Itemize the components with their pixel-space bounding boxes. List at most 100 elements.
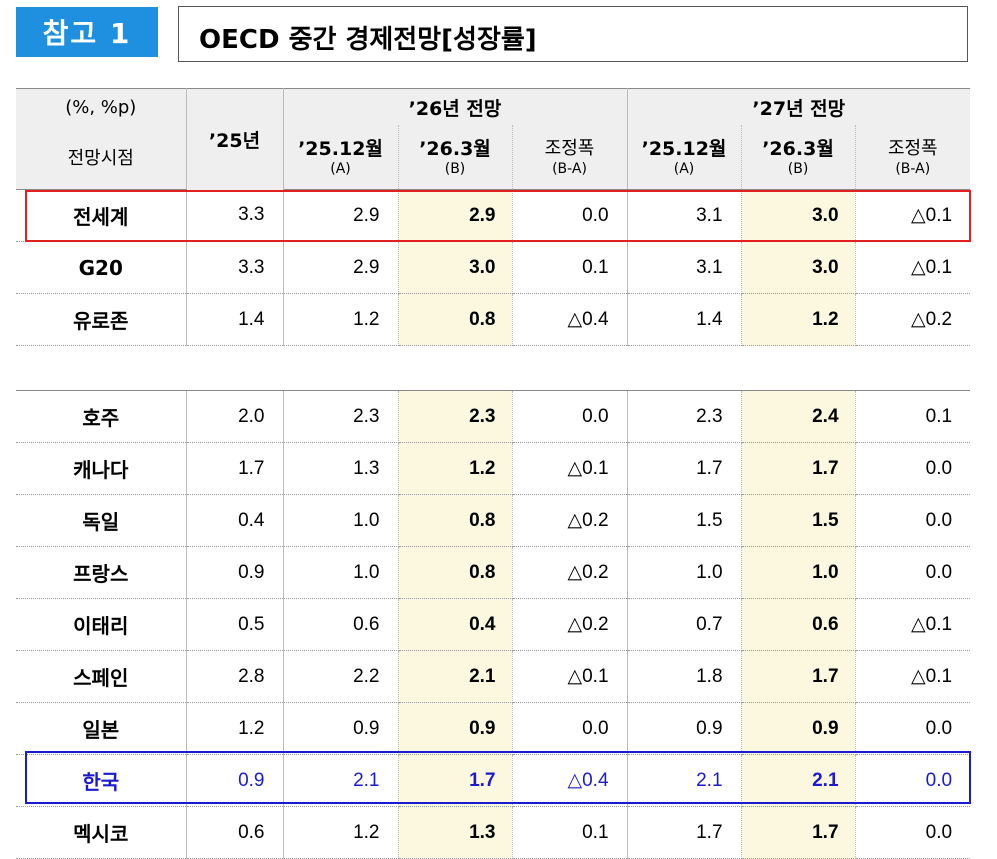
value-2026-adj: △0.2 — [512, 598, 628, 651]
value-2027-curr: 1.2 — [741, 293, 856, 346]
value-2026-prev: 0.9 — [283, 702, 399, 755]
value-2027-adj: △0.1 — [855, 650, 971, 703]
value-2026-prev: 2.9 — [283, 189, 399, 242]
table-row: 캐나다 1.7 1.3 1.2 △0.1 1.7 1.7 0.0 — [16, 442, 971, 495]
value-2025: 0.4 — [186, 494, 284, 547]
value-2026-adj: 0.1 — [512, 241, 628, 294]
value-2027-prev: 1.4 — [627, 293, 742, 346]
value-2027-prev: 1.0 — [627, 546, 742, 599]
value-2027-curr: 1.0 — [741, 546, 856, 599]
value-2027-adj: △0.1 — [855, 598, 971, 651]
value-2027-prev: 1.7 — [627, 442, 742, 495]
value-2025: 1.2 — [186, 702, 284, 755]
value-2027-adj: △0.1 — [855, 189, 971, 242]
value-2026-adj: 0.0 — [512, 390, 628, 443]
value-2025: 2.0 — [186, 390, 284, 443]
curr-2027-header: ’26.3월 (B) — [741, 125, 856, 190]
value-2027-curr: 1.7 — [741, 442, 856, 495]
value-2027-curr: 0.9 — [741, 702, 856, 755]
forecast-2027-header: ’27년 전망 — [627, 88, 971, 125]
value-2025: 1.4 — [186, 293, 284, 346]
value-2027-curr: 2.1 — [741, 754, 856, 807]
value-2027-adj: 0.0 — [855, 754, 971, 807]
value-2027-prev: 2.1 — [627, 754, 742, 807]
value-2027-prev: 1.7 — [627, 806, 742, 859]
value-2026-prev: 1.2 — [283, 806, 399, 859]
forecast-2026-header: ’26년 전망 — [283, 88, 628, 125]
value-2025: 1.7 — [186, 442, 284, 495]
value-2026-curr: 2.9 — [398, 189, 513, 242]
country-name: 독일 — [16, 494, 187, 547]
value-2027-prev: 3.1 — [627, 189, 742, 242]
table-row: 스페인 2.8 2.2 2.1 △0.1 1.8 1.7 △0.1 — [16, 650, 971, 703]
country-name: 멕시코 — [16, 806, 187, 859]
value-2026-adj: △0.2 — [512, 546, 628, 599]
value-2027-curr: 1.7 — [741, 806, 856, 859]
country-name: 프랑스 — [16, 546, 187, 599]
adj-2027-header: 조정폭 (B-A) — [855, 125, 971, 190]
value-2027-prev: 1.8 — [627, 650, 742, 703]
value-2026-prev: 1.0 — [283, 546, 399, 599]
value-2026-curr: 1.7 — [398, 754, 513, 807]
country-name: 이태리 — [16, 598, 187, 651]
value-2025: 0.9 — [186, 754, 284, 807]
value-2025: 0.5 — [186, 598, 284, 651]
value-2026-adj: △0.4 — [512, 754, 628, 807]
value-2027-prev: 1.5 — [627, 494, 742, 547]
value-2026-curr: 0.4 — [398, 598, 513, 651]
value-2026-prev: 1.2 — [283, 293, 399, 346]
page-title: OECD 중간 경제전망[성장률] — [199, 25, 537, 55]
value-2027-adj: 0.0 — [855, 442, 971, 495]
reference-badge: 참고 1 — [16, 7, 158, 57]
value-2026-prev: 1.0 — [283, 494, 399, 547]
country-name: 캐나다 — [16, 442, 187, 495]
value-2026-adj: △0.1 — [512, 442, 628, 495]
table-row: 멕시코 0.6 1.2 1.3 0.1 1.7 1.7 0.0 — [16, 806, 971, 859]
prev-2026-header: ’25.12월 (A) — [283, 125, 399, 190]
value-2027-prev: 2.3 — [627, 390, 742, 443]
value-2027-adj: △0.1 — [855, 241, 971, 294]
value-2027-prev: 0.7 — [627, 598, 742, 651]
country-name: 스페인 — [16, 650, 187, 703]
value-2026-prev: 2.3 — [283, 390, 399, 443]
value-2026-curr: 3.0 — [398, 241, 513, 294]
value-2026-curr: 0.9 — [398, 702, 513, 755]
value-2026-curr: 2.3 — [398, 390, 513, 443]
value-2027-curr: 3.0 — [741, 189, 856, 242]
value-2026-curr: 0.8 — [398, 546, 513, 599]
value-2026-prev: 2.2 — [283, 650, 399, 703]
value-2026-prev: 2.9 — [283, 241, 399, 294]
value-2027-prev: 3.1 — [627, 241, 742, 294]
prev-2027-header: ’25.12월 (A) — [627, 125, 742, 190]
value-2027-adj: △0.2 — [855, 293, 971, 346]
value-2026-adj: 0.0 — [512, 702, 628, 755]
value-2027-adj: 0.0 — [855, 546, 971, 599]
table-row: 일본 1.2 0.9 0.9 0.0 0.9 0.9 0.0 — [16, 702, 971, 755]
value-2027-prev: 0.9 — [627, 702, 742, 755]
country-name: 유로존 — [16, 293, 187, 346]
country-name: 전세계 — [16, 189, 187, 242]
value-2026-prev: 1.3 — [283, 442, 399, 495]
country-name: 한국 — [16, 754, 187, 807]
y25-header: ’25년 — [186, 88, 284, 190]
value-2027-curr: 3.0 — [741, 241, 856, 294]
table-row: 독일 0.4 1.0 0.8 △0.2 1.5 1.5 0.0 — [16, 494, 971, 547]
value-2027-adj: 0.0 — [855, 702, 971, 755]
value-2026-curr: 0.8 — [398, 494, 513, 547]
table-row: 한국 0.9 2.1 1.7 △0.4 2.1 2.1 0.0 — [16, 754, 971, 807]
value-2025: 0.6 — [186, 806, 284, 859]
value-2027-adj: 0.0 — [855, 494, 971, 547]
value-2026-adj: △0.4 — [512, 293, 628, 346]
value-2026-curr: 1.3 — [398, 806, 513, 859]
table-row: 유로존 1.4 1.2 0.8 △0.4 1.4 1.2 △0.2 — [16, 293, 971, 346]
value-2025: 2.8 — [186, 650, 284, 703]
value-2027-curr: 2.4 — [741, 390, 856, 443]
value-2026-curr: 0.8 — [398, 293, 513, 346]
value-2027-curr: 0.6 — [741, 598, 856, 651]
table-row: 호주 2.0 2.3 2.3 0.0 2.3 2.4 0.1 — [16, 390, 971, 443]
value-2025: 3.3 — [186, 189, 284, 242]
table-row: 전세계 3.3 2.9 2.9 0.0 3.1 3.0 △0.1 — [16, 189, 971, 242]
section-gap — [16, 345, 971, 391]
value-2026-prev: 2.1 — [283, 754, 399, 807]
value-2026-adj: 0.1 — [512, 806, 628, 859]
